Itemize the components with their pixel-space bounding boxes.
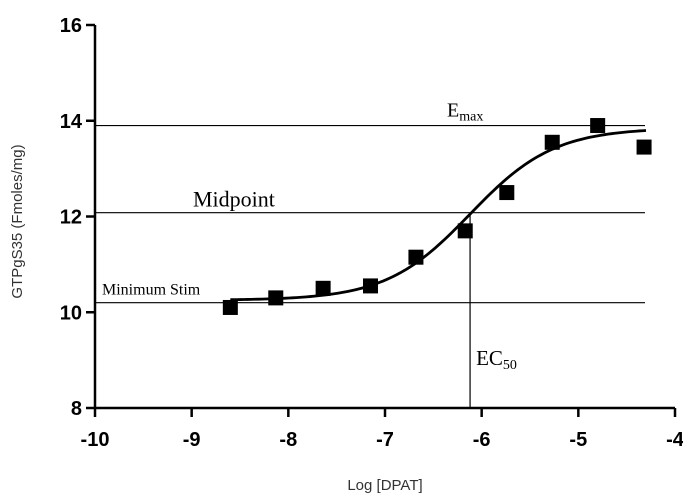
data-point — [457, 223, 473, 239]
data-point — [544, 134, 560, 150]
data-point — [315, 280, 331, 296]
data-point — [499, 185, 515, 201]
data-point — [222, 299, 238, 315]
x-axis-title: Log [DPAT] — [347, 477, 422, 494]
x-tick-label: -4 — [666, 429, 683, 451]
y-axis-title: GTPgS35 (Fmoles/mg) — [9, 144, 26, 298]
data-point — [408, 249, 424, 265]
y-tick-label: 8 — [71, 398, 82, 420]
x-tick-label: -10 — [81, 429, 110, 451]
data-point — [268, 290, 284, 306]
annotations: Emax Midpoint Minimum Stim EC50 — [102, 100, 517, 373]
x-tick-label: -6 — [473, 429, 491, 451]
reference-lines — [95, 124, 645, 408]
x-tick-label: -5 — [569, 429, 587, 451]
y-ticks: 8 10 12 14 16 — [60, 15, 95, 420]
data-point — [363, 278, 378, 294]
axes: 8 10 12 14 16 -10 -9 -8 -7 -6 -5 -4 — [60, 15, 683, 451]
ec50-label: EC50 — [476, 346, 517, 373]
y-tick-label: 10 — [60, 302, 82, 324]
x-tick-label: -8 — [279, 429, 297, 451]
y-tick-label: 14 — [60, 111, 83, 133]
y-tick-label: 12 — [60, 207, 82, 229]
reference-line-label: Midpoint — [193, 187, 275, 212]
x-tick-label: -7 — [376, 429, 394, 451]
data-points — [222, 118, 652, 315]
x-tick-label: -9 — [183, 429, 201, 451]
reference-line-label: Minimum Stim — [102, 282, 201, 299]
y-tick-label: 16 — [60, 15, 82, 37]
x-ticks: -10 -9 -8 -7 -6 -5 -4 — [81, 408, 683, 451]
data-point — [590, 118, 606, 134]
data-point — [636, 139, 652, 155]
fit-curve — [230, 129, 647, 302]
reference-line-label: Emax — [447, 100, 483, 125]
